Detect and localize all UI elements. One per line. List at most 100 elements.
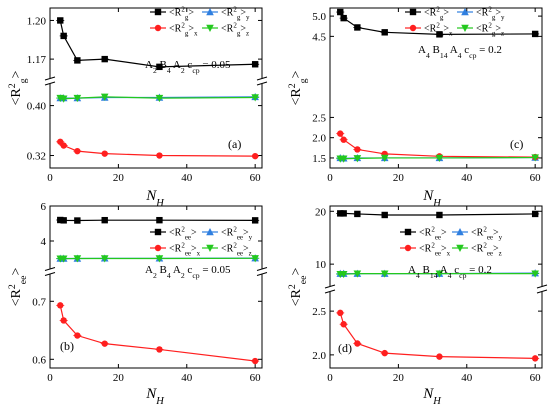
series-line [339, 133, 536, 158]
data-point [251, 357, 259, 365]
data-point [60, 142, 67, 149]
data-point [101, 340, 108, 347]
legend-label: <R2g> [424, 6, 449, 22]
data-point [156, 152, 163, 159]
legend-label: <R2g> [169, 6, 194, 22]
panel-label: (d) [338, 341, 352, 355]
series-green [336, 154, 540, 163]
y-axis-label: <R2g> [7, 70, 29, 105]
legend-label: <R2g>y [221, 6, 250, 22]
axis-break-mark [536, 289, 548, 294]
y-tick-label: 2.5 [312, 306, 326, 318]
plot-frame [49, 205, 263, 369]
x-tick-label: 60 [530, 172, 542, 184]
data-point [354, 210, 361, 218]
data-point [436, 211, 443, 219]
legend-marker [206, 8, 214, 16]
axis-break-mark [256, 76, 268, 81]
series-black [336, 8, 540, 38]
data-point [337, 8, 344, 16]
data-point [381, 349, 388, 357]
plot-frame [49, 7, 263, 169]
axis-break-mark [256, 272, 268, 276]
legend-label: <R2ee> [169, 226, 197, 242]
plot-frame [329, 205, 543, 369]
axis-break-mask [537, 286, 547, 292]
data-point [156, 216, 163, 224]
legend-label: <R2g>y [476, 6, 505, 22]
series-line [339, 312, 536, 359]
data-point [381, 211, 388, 219]
data-point [354, 24, 361, 31]
y-tick-label: 0.32 [27, 151, 46, 163]
legend-marker [206, 244, 214, 252]
axis-break-mark [44, 81, 56, 86]
data-point [436, 353, 443, 360]
data-point [100, 255, 109, 263]
data-point [436, 31, 443, 38]
data-point [531, 355, 539, 362]
data-point [101, 55, 108, 63]
x-tick-label: 40 [181, 372, 193, 384]
series-green [56, 255, 260, 263]
y-tick-label: 0.6 [32, 354, 46, 366]
panel-label: (c) [510, 137, 523, 151]
x-tick-label: 20 [393, 372, 405, 384]
legend-label: <R2ee>y [471, 226, 503, 242]
data-point [156, 63, 163, 71]
legend-marker [206, 228, 214, 236]
data-point [531, 30, 539, 38]
x-tick-label: 40 [461, 172, 473, 184]
legend-label: <R2ee>y [221, 226, 253, 242]
axis-break-mark [256, 81, 268, 86]
y-tick-label: 5.0 [312, 11, 326, 23]
legend-label: <R2ee>z [221, 242, 252, 258]
x-tick-label: 60 [250, 172, 262, 184]
axis-break-mark [324, 284, 336, 289]
legend: <R2ee> <R2ee>y <R2ee>x <R2ee>z [150, 226, 253, 258]
y-axis-label: <R2ee> [7, 268, 29, 307]
x-tick-label: 0 [47, 172, 53, 184]
panel-label: (a) [228, 137, 241, 151]
legend-marker [404, 244, 412, 252]
panel-label: (b) [60, 339, 74, 353]
data-point [353, 270, 362, 278]
x-tick-label: 0 [327, 372, 333, 384]
data-point [73, 94, 82, 103]
legend-label: <R2g>x [169, 22, 198, 38]
series-black [56, 17, 260, 71]
legend-marker [154, 228, 162, 236]
legend-label: <R2ee>x [419, 242, 451, 258]
data-point [101, 150, 108, 157]
legend-marker [206, 24, 214, 32]
series-red [56, 302, 260, 365]
data-point [251, 94, 259, 102]
y-tick-label: 1.20 [27, 15, 47, 27]
x-axis-label: NH [422, 386, 442, 407]
chart-annotation: A4 B14 A4 ccp = 0.2 [408, 264, 492, 280]
data-point [354, 340, 361, 347]
chart-annotation: A2 B4 A2 ccp = 0.05 [145, 59, 231, 75]
legend-label: <R2g>z [221, 22, 249, 38]
legend-marker [456, 228, 464, 236]
y-tick-label: 1.5 [312, 153, 326, 165]
data-point [60, 32, 67, 40]
data-point [156, 346, 163, 353]
y-tick-label: 2.0 [312, 133, 326, 145]
y-tick-label: 0.40 [27, 101, 47, 113]
data-point [337, 130, 344, 137]
axis-break-mark [44, 76, 56, 81]
axis-break-mark [536, 284, 548, 289]
y-axis-label: <R2ee> [287, 268, 309, 307]
legend-label: <R2g>x [424, 22, 453, 38]
axis-break-mark [324, 289, 336, 294]
y-tick-label: 10 [315, 259, 327, 271]
chart-annotation: A2 B4 A2 ccp = 0.05 [145, 264, 231, 280]
chart-panel-c: 0 20 40 601.52.02.54.55.0 <R2g> <R2g>y<R2g>x <… [287, 6, 543, 209]
chart-panel-a: 0 20 40 601.171.200.320.40<R2g> <R2g>y<R2g>x… [7, 6, 268, 209]
data-point [380, 270, 389, 278]
legend-marker [461, 24, 469, 32]
